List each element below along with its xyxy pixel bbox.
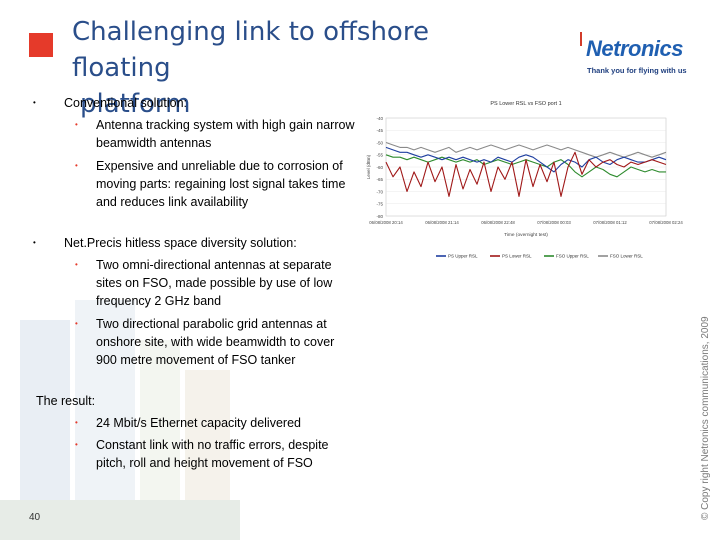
logo-tagline: Thank you for flying with us	[587, 66, 687, 75]
bullet-marker: •	[75, 260, 78, 269]
legend-label: PS Upper RSL	[448, 254, 478, 259]
series-line-ps-upper-rsl	[385, 146, 667, 173]
y-tick-label: -65	[376, 177, 383, 182]
x-tick-label: 07/08/2008 02:24	[649, 220, 683, 225]
copyright-notice: © Copy right Netronics communications, 2…	[700, 316, 711, 520]
x-tick-label: 07/08/2008 01:12	[593, 220, 627, 225]
x-tick-label: 06/08/2008 20:14	[369, 220, 403, 225]
y-tick-label: -50	[376, 140, 383, 145]
legend-label: PS Lower RSL	[502, 254, 532, 259]
bullet-marker: •	[75, 440, 78, 449]
slide-title: Challenging link to offshore floating pl…	[72, 14, 532, 122]
bullet-marker: •	[33, 238, 36, 247]
signal-level-chart: PS Lower RSL vs FSO port 1 -40 -45 -50 -55 -6…	[358, 93, 693, 273]
chart-svg: PS Lower RSL vs FSO port 1 -40 -45 -50 -55 -6…	[366, 101, 683, 259]
section1-bullet-1: Antenna tracking system with high gain n…	[96, 118, 355, 150]
result-bullet-2: Constant link with no traffic errors, de…	[96, 438, 329, 470]
slide-title-line2: platform	[80, 89, 191, 119]
legend-label: FSO Lower RSL	[610, 254, 643, 259]
y-tick-label: -80	[376, 214, 383, 219]
y-axis-label: Level (dBm)	[366, 154, 371, 179]
logo-name: Netronics	[586, 36, 683, 61]
section2-bullet-2: Two directional parabolic grid antennas …	[96, 317, 335, 367]
bullet-marker: •	[75, 161, 78, 170]
x-tick-label: 07/08/2008 00:03	[537, 220, 571, 225]
title-accent-square	[29, 33, 53, 57]
slide-title-line1: Challenging link to offshore floating	[72, 17, 429, 83]
bullet-marker: •	[75, 319, 78, 328]
x-tick-label: 06/08/2008 22:48	[481, 220, 515, 225]
series-line-ps-lower-rsl	[385, 151, 667, 197]
bullet-marker: •	[75, 418, 78, 427]
y-tick-label: -75	[376, 202, 383, 207]
section2-heading: Net.Precis hitless space diversity solut…	[64, 236, 297, 250]
x-axis-label: Time (overnight test)	[504, 232, 548, 238]
bullet-marker: •	[75, 120, 78, 129]
page-number: 40	[29, 512, 41, 523]
netronics-logo: Netronics Thank you for flying with us	[580, 32, 692, 82]
bullet-marker: •	[33, 98, 36, 107]
y-tick-label: -40	[376, 116, 383, 121]
background-buildings-graphic	[0, 300, 240, 540]
y-tick-label: -60	[376, 165, 383, 170]
y-tick-label: -55	[376, 153, 383, 158]
y-tick-label: -45	[376, 128, 383, 133]
result-heading: The result:	[36, 394, 96, 408]
series-line-fso-lower-rsl	[385, 141, 667, 158]
y-tick-label: -70	[376, 189, 383, 194]
x-tick-label: 06/08/2008 21:14	[425, 220, 459, 225]
section1-bullet-2: Expensive and unreliable due to corrosio…	[96, 159, 346, 209]
section2-bullet-1: Two omni-directional antennas at separat…	[96, 258, 333, 308]
logo-accent-mark	[580, 32, 582, 46]
result-bullet-1: 24 Mbit/s Ethernet capacity delivered	[96, 416, 301, 430]
section1-heading: Conventional solution:	[64, 96, 187, 110]
legend-label: FSO Upper RSL	[556, 254, 589, 259]
chart-title: PS Lower RSL vs FSO port 1	[490, 101, 561, 107]
